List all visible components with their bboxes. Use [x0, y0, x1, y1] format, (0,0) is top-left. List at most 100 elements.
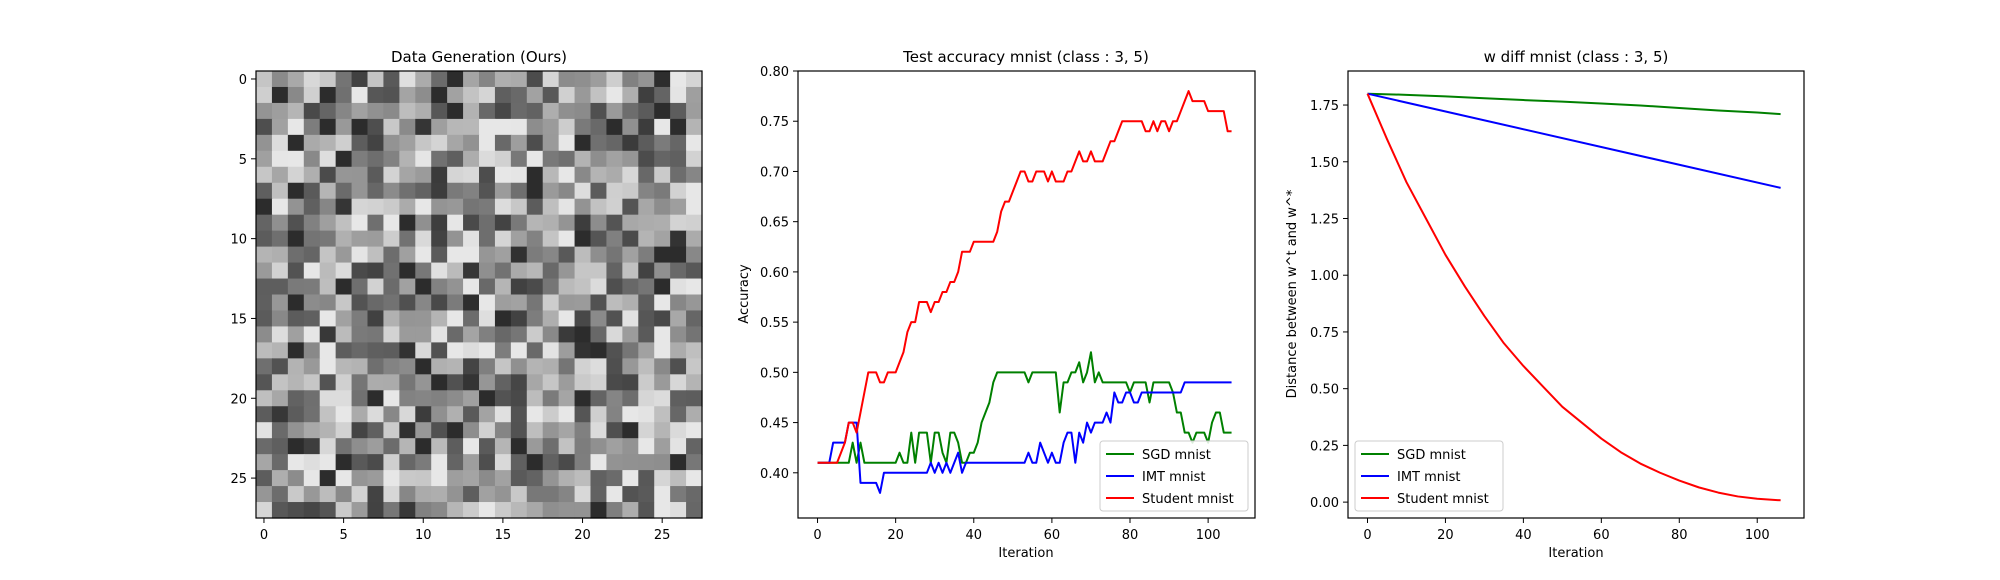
heatmap-cell — [558, 454, 576, 471]
heatmap-cell — [383, 150, 400, 168]
heatmap-cell — [558, 246, 576, 264]
heatmap-cell — [526, 134, 544, 152]
heatmap-cell — [638, 230, 655, 248]
heatmap-cell — [494, 486, 512, 503]
heatmap-cell — [367, 230, 385, 248]
heatmap-cell — [271, 118, 289, 136]
heatmap-cell — [287, 278, 305, 296]
heatmap-cell — [670, 86, 687, 104]
heatmap-cell — [351, 294, 369, 312]
heatmap-cell — [383, 502, 400, 519]
heatmap-cell — [670, 374, 687, 391]
heatmap-cell — [367, 486, 385, 503]
heatmap-cell — [399, 150, 416, 168]
wdiff-ytick-label: 0.75 — [1310, 326, 1339, 341]
heatmap-cell — [686, 470, 703, 487]
heatmap-cell — [542, 422, 560, 439]
heatmap-cell — [510, 230, 528, 248]
heatmap-cell — [606, 86, 623, 104]
heatmap-cell — [574, 214, 592, 232]
heatmap-cell — [654, 262, 671, 280]
heatmap-cell — [638, 86, 655, 104]
heatmap-cell — [399, 390, 416, 407]
heatmap-cell — [303, 134, 321, 152]
wdiff-frame — [1347, 70, 1805, 519]
accuracy-legend-label-student: Student mnist — [1142, 492, 1234, 507]
accuracy-series-student-mnist — [817, 90, 1232, 464]
heatmap-cell — [510, 390, 528, 407]
heatmap-cell — [654, 470, 671, 487]
heatmap-cell — [574, 438, 592, 455]
heatmap-cell — [271, 198, 289, 216]
heatmap-cell — [256, 342, 273, 359]
heatmap-cell — [431, 358, 448, 375]
heatmap-cell — [399, 326, 416, 343]
heatmap-cell — [383, 182, 400, 200]
heatmap-cell — [287, 358, 305, 375]
accuracy-xlabel: Iteration — [998, 546, 1053, 561]
heatmap-cell — [510, 102, 528, 120]
heatmap-cell — [510, 422, 528, 439]
heatmap-cell — [351, 502, 369, 519]
heatmap-cell — [542, 310, 560, 328]
heatmap-cell — [574, 294, 592, 312]
heatmap-cell — [287, 118, 305, 136]
heatmap-cell — [686, 166, 703, 184]
heatmap-cell — [256, 102, 273, 120]
heatmap-cell — [351, 438, 369, 455]
heatmap-cell — [463, 342, 480, 359]
accuracy-ytick-label: 0.55 — [760, 316, 789, 331]
heatmap-cell — [447, 71, 464, 88]
heatmap-cell — [638, 294, 655, 312]
wdiff-legend-label-imt: IMT mnist — [1397, 470, 1461, 485]
heatmap-cell — [479, 358, 496, 375]
heatmap-cell — [367, 390, 385, 407]
heatmap-cell — [271, 454, 289, 471]
heatmap-cell — [383, 294, 400, 312]
heatmap-cell — [447, 198, 464, 216]
heatmap-cell — [256, 134, 273, 152]
heatmap-cell — [622, 86, 639, 104]
heatmap-cell — [590, 118, 608, 136]
heatmap-cell — [558, 166, 576, 184]
heatmap-cell — [654, 486, 671, 503]
heatmap-cell — [351, 214, 369, 232]
heatmap-cell — [638, 438, 655, 455]
heatmap-cell — [319, 134, 337, 152]
heatmap-cell — [383, 166, 400, 184]
heatmap-cell — [463, 422, 480, 439]
heatmap-cell — [303, 342, 321, 359]
heatmap-cell — [335, 310, 353, 328]
heatmap-cell — [479, 486, 496, 503]
heatmap-cell — [367, 502, 385, 519]
heatmap-cell — [542, 326, 560, 343]
heatmap-cell — [303, 454, 321, 471]
heatmap-cell — [670, 422, 687, 439]
heatmap-cell — [367, 166, 385, 184]
heatmap-cell — [303, 214, 321, 232]
heatmap-cell — [510, 198, 528, 216]
accuracy-series-imt-mnist — [817, 381, 1232, 494]
heatmap-cell — [686, 150, 703, 168]
heatmap-cell — [431, 390, 448, 407]
heatmap-cell — [494, 422, 512, 439]
heatmap-cell — [638, 470, 655, 487]
heatmap-cell — [256, 182, 273, 200]
heatmap-cell — [574, 454, 592, 471]
heatmap-cell — [526, 454, 544, 471]
heatmap-cell — [383, 406, 400, 423]
heatmap-cell — [574, 358, 592, 375]
heatmap-cell — [335, 326, 353, 343]
heatmap-cell — [271, 246, 289, 264]
heatmap-cell — [287, 326, 305, 343]
heatmap-cell — [590, 198, 608, 216]
heatmap-cell — [494, 358, 512, 375]
heatmap-cell — [431, 502, 448, 519]
heatmap-cell — [335, 502, 353, 519]
heatmap-cell — [638, 358, 655, 375]
heatmap-cell — [638, 198, 655, 216]
heatmap-cell — [654, 438, 671, 455]
heatmap-cell — [447, 390, 464, 407]
heatmap-cell — [526, 310, 544, 328]
heatmap-cell — [271, 326, 289, 343]
